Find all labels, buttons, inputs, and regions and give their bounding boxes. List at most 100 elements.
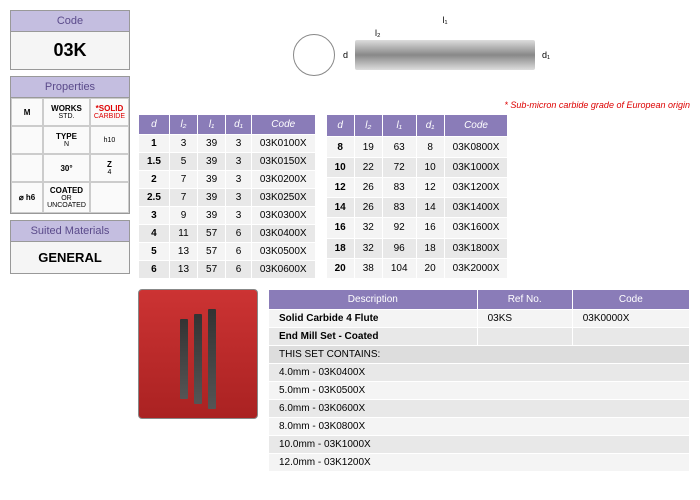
- table-cell: 03K1000X: [444, 157, 508, 177]
- table-cell: 8: [416, 137, 444, 157]
- table-row: 3939303K0300X: [139, 207, 316, 225]
- col-header: d₁: [416, 115, 444, 137]
- table-cell: 1.5: [139, 153, 170, 171]
- col-header: d₁: [226, 115, 252, 135]
- table-row: Solid Carbide 4 Flute03KS03K0000X: [269, 310, 690, 328]
- table-cell: 03K0800X: [444, 137, 508, 157]
- table-cell: 20: [326, 258, 354, 278]
- table-cell: 03K0400X: [251, 225, 315, 243]
- properties-grid: MWORKSSTD.*SOLIDCARBIDETYPENh1030°Z4⌀ h6…: [11, 98, 129, 213]
- table-cell: 18: [326, 238, 354, 258]
- table-row: 61357603K0600X: [139, 261, 316, 279]
- table-cell: 4: [139, 225, 170, 243]
- col-header: Code: [572, 290, 689, 310]
- table-row: End Mill Set - Coated: [269, 328, 690, 346]
- table-cell: 03K0200X: [251, 171, 315, 189]
- table-cell: 57: [198, 261, 226, 279]
- tool-diagram: [355, 40, 535, 70]
- table-cell: 39: [198, 153, 226, 171]
- table-cell: 3: [226, 189, 252, 207]
- table-cell: 39: [198, 189, 226, 207]
- col-header: l₁: [198, 115, 226, 135]
- property-cell: TYPEN: [43, 126, 90, 154]
- table-cell: 26: [354, 198, 382, 218]
- col-header: d: [326, 115, 354, 137]
- table-row: 41157603K0400X: [139, 225, 316, 243]
- table-cell: 83: [382, 177, 416, 197]
- table-cell: 03K0150X: [251, 153, 315, 171]
- materials-header: Suited Materials: [11, 221, 129, 242]
- table-cell: 3: [226, 153, 252, 171]
- table-cell: 03K0100X: [251, 135, 315, 153]
- table-cell: 03K1200X: [444, 177, 508, 197]
- table-cell: 72: [382, 157, 416, 177]
- property-cell: [11, 154, 43, 182]
- description-table: DescriptionRef No.CodeSolid Carbide 4 Fl…: [268, 289, 690, 472]
- table-cell: 26: [354, 177, 382, 197]
- table-cell: 12: [416, 177, 444, 197]
- bit-icon: [194, 314, 202, 404]
- table-cell: 13: [169, 261, 197, 279]
- table-cell: 14: [416, 198, 444, 218]
- code-header: Code: [11, 11, 129, 32]
- table-cell: 03K0600X: [251, 261, 315, 279]
- table-row: 5.0mm - 03K0500X: [269, 382, 690, 400]
- property-cell: 30°: [43, 154, 90, 182]
- materials-value: GENERAL: [19, 250, 121, 265]
- table-cell: 5: [139, 243, 170, 261]
- property-cell: WORKSSTD.: [43, 98, 90, 126]
- table-cell: 83: [382, 198, 416, 218]
- table-cell: 03K2000X: [444, 258, 508, 278]
- table-cell: 03K0250X: [251, 189, 315, 207]
- table-cell: 38: [354, 258, 382, 278]
- table-cell: 03K1400X: [444, 198, 508, 218]
- table-row: 51357603K0500X: [139, 243, 316, 261]
- col-header: d: [139, 115, 170, 135]
- diag-l1: l₁: [442, 15, 447, 25]
- table-row: 10.0mm - 03K1000X: [269, 436, 690, 454]
- property-cell: h10: [90, 126, 129, 154]
- bit-icon: [180, 319, 188, 399]
- table-cell: 16: [416, 218, 444, 238]
- set-header: THIS SET CONTAINS:: [269, 346, 690, 364]
- materials-panel: Suited Materials GENERAL: [10, 220, 130, 274]
- table-cell: 7: [169, 189, 197, 207]
- table-cell: 10: [416, 157, 444, 177]
- table-row: 20381042003K2000X: [326, 258, 508, 278]
- col-header: Code: [444, 115, 508, 137]
- spec-table-1: dl₂l₁d₁Code1339303K0100X1.5539303K0150X2…: [138, 114, 316, 279]
- table-row: 1226831203K1200X: [326, 177, 508, 197]
- table-cell: 57: [198, 243, 226, 261]
- set-item: 10.0mm - 03K1000X: [269, 436, 690, 454]
- table-cell: 6: [226, 243, 252, 261]
- spec-table-2: dl₂l₁d₁Code81963803K0800X1022721003K1000…: [326, 114, 509, 279]
- col-header: Code: [251, 115, 315, 135]
- table-cell: 03K0500X: [251, 243, 315, 261]
- table-row: 1.5539303K0150X: [139, 153, 316, 171]
- table-cell: 3: [226, 135, 252, 153]
- table-cell: 39: [198, 171, 226, 189]
- table-cell: 11: [169, 225, 197, 243]
- technical-diagram: l₁ l₂ d d₁: [138, 10, 690, 100]
- table-cell: 03K1800X: [444, 238, 508, 258]
- table-row: 6.0mm - 03K0600X: [269, 400, 690, 418]
- col-header: Description: [269, 290, 478, 310]
- table-cell: 20: [416, 258, 444, 278]
- table-cell: 12: [326, 177, 354, 197]
- table-cell: 13: [169, 243, 197, 261]
- table-row: 1832961803K1800X: [326, 238, 508, 258]
- table-cell: 63: [382, 137, 416, 157]
- table-cell: 32: [354, 218, 382, 238]
- table-cell: 14: [326, 198, 354, 218]
- property-cell: [90, 182, 129, 213]
- table-cell: 6: [226, 261, 252, 279]
- code-cell: 03K0000X: [572, 310, 689, 328]
- table-cell: 3: [226, 171, 252, 189]
- set-item: 4.0mm - 03K0400X: [269, 364, 690, 382]
- table-cell: 104: [382, 258, 416, 278]
- table-cell: 6: [139, 261, 170, 279]
- table-cell: 22: [354, 157, 382, 177]
- set-item: 8.0mm - 03K0800X: [269, 418, 690, 436]
- properties-panel: Properties MWORKSSTD.*SOLIDCARBIDETYPENh…: [10, 76, 130, 214]
- table-cell: 2.5: [139, 189, 170, 207]
